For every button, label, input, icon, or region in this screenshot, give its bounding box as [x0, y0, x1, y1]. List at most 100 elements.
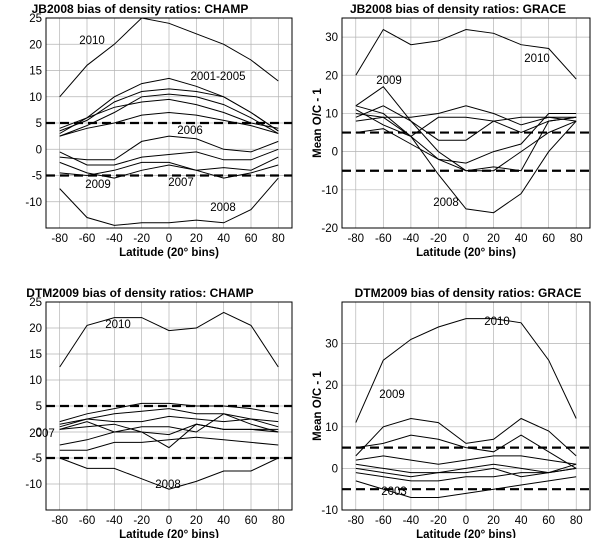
annotation-label: 2010: [524, 53, 550, 65]
x-tick-label: -80: [347, 515, 364, 527]
y-tick-label: 0: [36, 427, 42, 439]
annotation-label: 2007: [168, 177, 194, 189]
x-tick-label: 20: [190, 233, 203, 245]
annotation-label: 2010: [484, 316, 510, 328]
series-line-3: [355, 105, 577, 214]
y-tick-label: -20: [321, 223, 338, 235]
x-tick-label: 60: [245, 515, 258, 527]
y-tick-label: 20: [29, 39, 42, 51]
y-tick-label: 10: [29, 375, 42, 387]
y-tick-label: -5: [32, 453, 42, 465]
annotation-label: 2009: [376, 75, 402, 87]
x-tick-label: -80: [51, 515, 68, 527]
y-tick-label: -10: [321, 505, 338, 517]
series-line-8: [355, 476, 577, 498]
y-tick-label: 25: [29, 297, 42, 309]
plot-frame: [341, 17, 591, 229]
x-tick-label: 0: [166, 515, 172, 527]
series-line-5: [355, 463, 577, 474]
y-tick-label: 10: [325, 422, 338, 434]
series-line-5: [355, 105, 577, 141]
y-tick-label: 25: [29, 13, 42, 25]
series-line-6: [59, 111, 279, 137]
annotation-label: 2008: [155, 479, 181, 491]
chart-panel-4: DTM2009 bias of density ratios: GRACE -80…: [312, 286, 591, 538]
series-line-4: [355, 455, 577, 465]
series-line-3: [355, 434, 577, 469]
x-axis-label: Latitude (20° bins): [119, 529, 219, 538]
series-line-1: [59, 17, 279, 98]
annotation-label: 2010: [105, 319, 131, 331]
y-tick-label: 20: [325, 70, 338, 82]
y-axis-label: Mean O/C - 1: [312, 371, 324, 441]
panel-title: JB2008 bias of density ratios: GRACE: [350, 2, 566, 16]
x-tick-label: 40: [515, 233, 528, 245]
x-tick-label: -40: [403, 233, 420, 245]
annotation-label: 2003: [381, 486, 407, 498]
series-line-8: [355, 109, 577, 137]
x-axis-label: Latitude (20° bins): [119, 247, 219, 259]
series-line-7: [59, 423, 279, 449]
series-line-8: [59, 436, 279, 451]
x-tick-label: -20: [430, 515, 447, 527]
annotation-label: 2009: [85, 179, 111, 191]
y-tick-label: 5: [36, 401, 42, 413]
x-tick-label: 0: [166, 233, 172, 245]
annotation-label: 2008: [210, 202, 236, 214]
x-tick-label: -60: [375, 233, 392, 245]
series-line-1: [355, 28, 577, 80]
y-tick-label: 20: [29, 323, 42, 335]
series-line-1: [355, 318, 577, 423]
chart-panel-2: JB2008 bias of density ratios: GRACE-80-…: [312, 2, 591, 259]
y-tick-label: 20: [325, 380, 338, 392]
x-tick-label: 80: [570, 515, 583, 527]
plot-frame: [341, 301, 591, 511]
x-tick-label: 20: [487, 515, 500, 527]
y-tick-label: 30: [325, 32, 338, 44]
series-line-5: [59, 413, 279, 433]
x-tick-label: 40: [217, 515, 230, 527]
chart-panel-3: DTM2009 bias of density ratios: CHAMP -80…: [25, 286, 293, 538]
x-axis-label: Latitude (20° bins): [416, 247, 516, 259]
series-line-3: [59, 408, 279, 428]
series-line-4: [59, 93, 279, 137]
y-tick-label: 15: [29, 349, 42, 361]
x-tick-label: -60: [79, 233, 96, 245]
x-tick-label: 60: [542, 515, 555, 527]
series-line-6: [355, 113, 577, 164]
x-tick-label: 20: [190, 515, 203, 527]
series-line-5: [59, 98, 279, 129]
y-tick-label: -10: [25, 479, 42, 491]
panel-title: DTM2009 bias of density ratios: GRACE: [355, 286, 582, 300]
x-axis-label: Latitude (20° bins): [416, 529, 516, 538]
series-line-1: [59, 311, 279, 368]
x-tick-label: 60: [542, 233, 555, 245]
y-tick-label: 0: [36, 144, 42, 156]
series-line-7: [355, 467, 577, 482]
panel-title: JB2008 bias of density ratios: CHAMP: [32, 2, 249, 16]
annotation-label: 2001-2005: [191, 71, 246, 83]
y-tick-label: 10: [29, 92, 42, 104]
series-line-10: [59, 161, 279, 179]
annotation-label: 2007: [29, 428, 55, 440]
series-line-6: [355, 463, 577, 478]
series-line-7: [59, 135, 279, 161]
series-line-11: [59, 177, 279, 226]
y-tick-label: -10: [25, 197, 42, 209]
series-line-8: [59, 148, 279, 166]
y-axis-label: Mean O/C - 1: [312, 88, 324, 158]
series-line-9: [59, 457, 279, 490]
x-tick-label: 80: [272, 515, 285, 527]
x-tick-label: -60: [375, 515, 392, 527]
y-tick-label: 0: [332, 463, 338, 475]
y-tick-label: 30: [325, 339, 338, 351]
chart-panel-1: JB2008 bias of density ratios: CHAMP-80-…: [25, 2, 293, 259]
x-tick-label: 40: [515, 515, 528, 527]
x-tick-label: 80: [570, 233, 583, 245]
series-line-7: [355, 116, 577, 172]
x-tick-label: 60: [245, 233, 258, 245]
x-tick-label: -20: [133, 515, 150, 527]
series-line-2: [59, 402, 279, 423]
series-line-2: [355, 417, 577, 457]
